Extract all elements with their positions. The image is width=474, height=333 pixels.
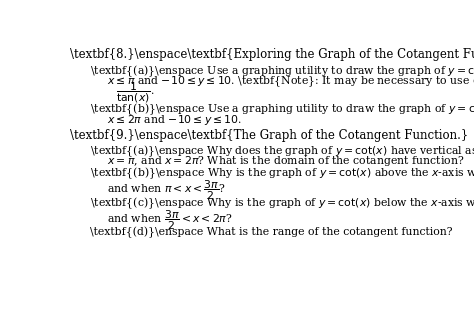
- Text: \textbf{(b)}\enspace Why is the graph of $y = \mathrm{cot}(x)$ above the $x$-axi: \textbf{(b)}\enspace Why is the graph of…: [91, 165, 474, 186]
- Text: $x \leq \pi$ and $-10 \leq y \leq 10$. \textbf{Note}: It may be necessary to use: $x \leq \pi$ and $-10 \leq y \leq 10$. \…: [107, 74, 474, 89]
- Text: and when $\dfrac{3\pi}{2} < x < 2\pi$?: and when $\dfrac{3\pi}{2} < x < 2\pi$?: [107, 208, 233, 232]
- Text: \textbf{(b)}\enspace Use a graphing utility to draw the graph of $y = \mathrm{co: \textbf{(b)}\enspace Use a graphing util…: [91, 102, 474, 117]
- Text: $x \leq 2\pi$ and $-10 \leq y \leq 10$.: $x \leq 2\pi$ and $-10 \leq y \leq 10$.: [107, 113, 242, 127]
- Text: and when $\pi < x < \dfrac{3\pi}{2}$?: and when $\pi < x < \dfrac{3\pi}{2}$?: [107, 178, 226, 202]
- Text: $x = \pi$, and $x = 2\pi$? What is the domain of the cotangent function?: $x = \pi$, and $x = 2\pi$? What is the d…: [107, 155, 465, 168]
- Text: $\dfrac{1}{\mathrm{tan}(x)}$.: $\dfrac{1}{\mathrm{tan}(x)}$.: [116, 81, 155, 105]
- Text: \textbf{(a)}\enspace Use a graphing utility to draw the graph of $y = \mathrm{co: \textbf{(a)}\enspace Use a graphing util…: [91, 63, 474, 79]
- Text: \textbf{9.}\enspace\textbf{The Graph of the Cotangent Function.}: \textbf{9.}\enspace\textbf{The Graph of …: [70, 129, 468, 142]
- Text: \textbf{8.}\enspace\textbf{Exploring the Graph of the Cotangent Function.}: \textbf{8.}\enspace\textbf{Exploring the…: [70, 48, 474, 61]
- Text: \textbf{(d)}\enspace What is the range of the cotangent function?: \textbf{(d)}\enspace What is the range o…: [91, 227, 453, 238]
- Text: \textbf{(a)}\enspace Why does the graph of $y = \mathrm{cot}(x)$ have vertical a: \textbf{(a)}\enspace Why does the graph …: [91, 143, 474, 159]
- Text: \textbf{(c)}\enspace Why is the graph of $y = \mathrm{cot}(x)$ below the $x$-axi: \textbf{(c)}\enspace Why is the graph of…: [91, 195, 474, 216]
